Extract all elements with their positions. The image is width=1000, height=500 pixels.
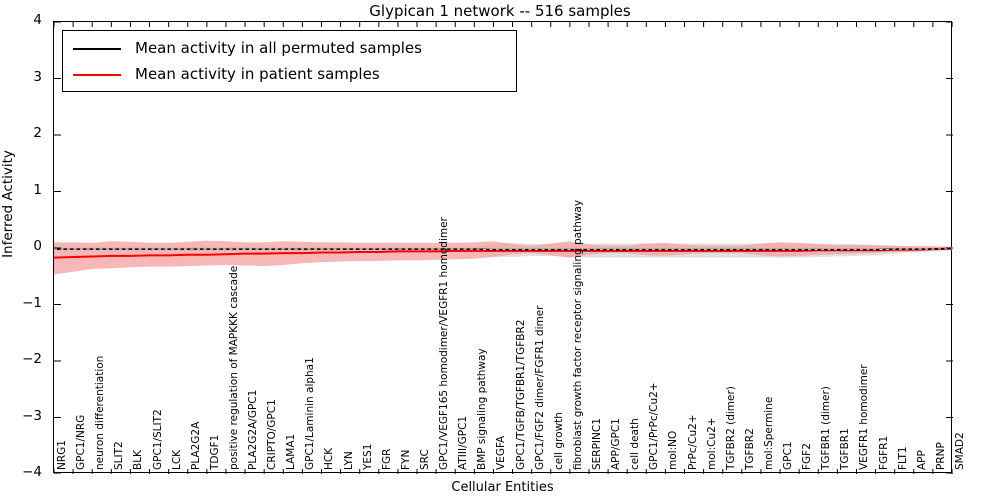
- x-tick-label: GPC1/PrPc/Cu2+: [648, 382, 661, 470]
- y-tick-label: 1: [33, 181, 42, 198]
- x-tick-label: GPC1/FGF2 dimer/FGFR1 dimer: [533, 305, 546, 471]
- x-tick-label: FYN: [399, 449, 412, 470]
- x-tick-label: PLA2G2A/GPC1: [247, 389, 260, 470]
- y-tick-label: −4: [22, 464, 42, 480]
- x-tick-label: APP: [915, 450, 928, 470]
- x-tick-label: mol:Cu2+: [705, 417, 718, 470]
- legend-line-swatch-patient: [73, 74, 121, 76]
- x-tick-label: TGFBR2 (dimer): [724, 386, 737, 470]
- x-tick-label: cell death: [629, 418, 642, 470]
- plot-area: [53, 21, 953, 474]
- x-tick-label: cell growth: [552, 412, 565, 470]
- x-tick-label: positive regulation of MAPKKK cascade: [227, 265, 240, 470]
- x-tick-label: CRIPTO/GPC1: [266, 399, 279, 470]
- x-tick-label: TDGF1: [208, 434, 221, 470]
- x-tick-label: BMP signaling pathway: [476, 348, 489, 470]
- legend-label-permuted: Mean activity in all permuted samples: [135, 39, 422, 57]
- legend-entry: Mean activity in patient samples: [63, 62, 516, 88]
- x-tick-label: BLK: [132, 450, 145, 470]
- x-tick-label: LYN: [342, 451, 355, 470]
- x-tick-label: PrPc/Cu2+: [686, 414, 699, 470]
- x-axis-label: Cellular Entities: [451, 480, 554, 495]
- x-tick-label: SRC: [419, 449, 432, 470]
- x-tick-label: mol:Spermine: [762, 396, 775, 470]
- x-tick-label: TGFBR2: [743, 428, 756, 470]
- x-tick-label: LAMA1: [285, 433, 298, 470]
- y-tick-label: −1: [22, 294, 42, 311]
- x-tick-label: FGR: [380, 448, 393, 470]
- x-tick-label: LCK: [170, 449, 183, 470]
- x-tick-label: FGF2: [801, 443, 814, 470]
- x-tick-label: mol:NO: [667, 430, 680, 470]
- x-tick-label: GPC1: [782, 441, 795, 470]
- x-tick-label: SLIT2: [113, 441, 126, 470]
- x-tick-label: SERPINC1: [590, 418, 603, 470]
- x-tick-label: APP/GPC1: [610, 418, 623, 470]
- x-tick-label: TGFBR1 (dimer): [820, 386, 833, 470]
- x-tick-label: neuron differentiation: [94, 355, 107, 470]
- x-tick-label: FGFR1: [877, 435, 890, 470]
- x-tick-label: GPC1/SLIT2: [151, 409, 164, 470]
- x-tick-label: VEGFR1 homodimer: [858, 364, 871, 470]
- x-tick-label: SMAD2: [954, 432, 966, 470]
- y-tick-label: 4: [33, 12, 42, 28]
- x-tick-label: FLT1: [896, 446, 909, 470]
- x-tick-label: PLA2G2A: [189, 421, 202, 470]
- y-tick-label: 0: [33, 238, 42, 254]
- x-tick-label: GPC1/Laminin alpha1: [304, 357, 317, 470]
- chart-legend: Mean activity in all permuted samples Me…: [62, 30, 517, 92]
- x-tick-label: NRG1: [56, 440, 68, 470]
- y-tick-label: 3: [33, 68, 42, 85]
- x-tick-label: fibroblast growth factor receptor signal…: [571, 199, 584, 470]
- x-tick-label: GPC1/VEGF165 homodimer/VEGFR1 homodimer: [438, 217, 451, 470]
- chart-title: Glypican 1 network -- 516 samples: [369, 2, 631, 20]
- x-tick-label: VEGFA: [495, 435, 508, 470]
- x-tick-label: HCK: [323, 447, 336, 470]
- legend-label-patient: Mean activity in patient samples: [135, 65, 380, 83]
- legend-line-swatch-permuted: [73, 48, 121, 50]
- x-tick-label: TGFBR1: [839, 428, 852, 470]
- legend-entry: Mean activity in all permuted samples: [63, 36, 516, 62]
- x-tick-label: GPC1/NRG: [75, 414, 88, 470]
- plot-canvas: [54, 22, 953, 474]
- y-axis-label: Inferred Activity: [0, 150, 16, 258]
- x-tick-label: PRNP: [934, 442, 947, 470]
- y-tick-label: −2: [22, 351, 42, 367]
- y-tick-label: −3: [22, 407, 42, 424]
- y-tick-label: 2: [33, 125, 42, 141]
- x-tick-label: YES1: [361, 443, 374, 470]
- x-tick-label: ATIII/GPC1: [457, 415, 470, 470]
- x-tick-label: GPC1/TGFB/TGFBR1/TGFBR2: [514, 319, 527, 470]
